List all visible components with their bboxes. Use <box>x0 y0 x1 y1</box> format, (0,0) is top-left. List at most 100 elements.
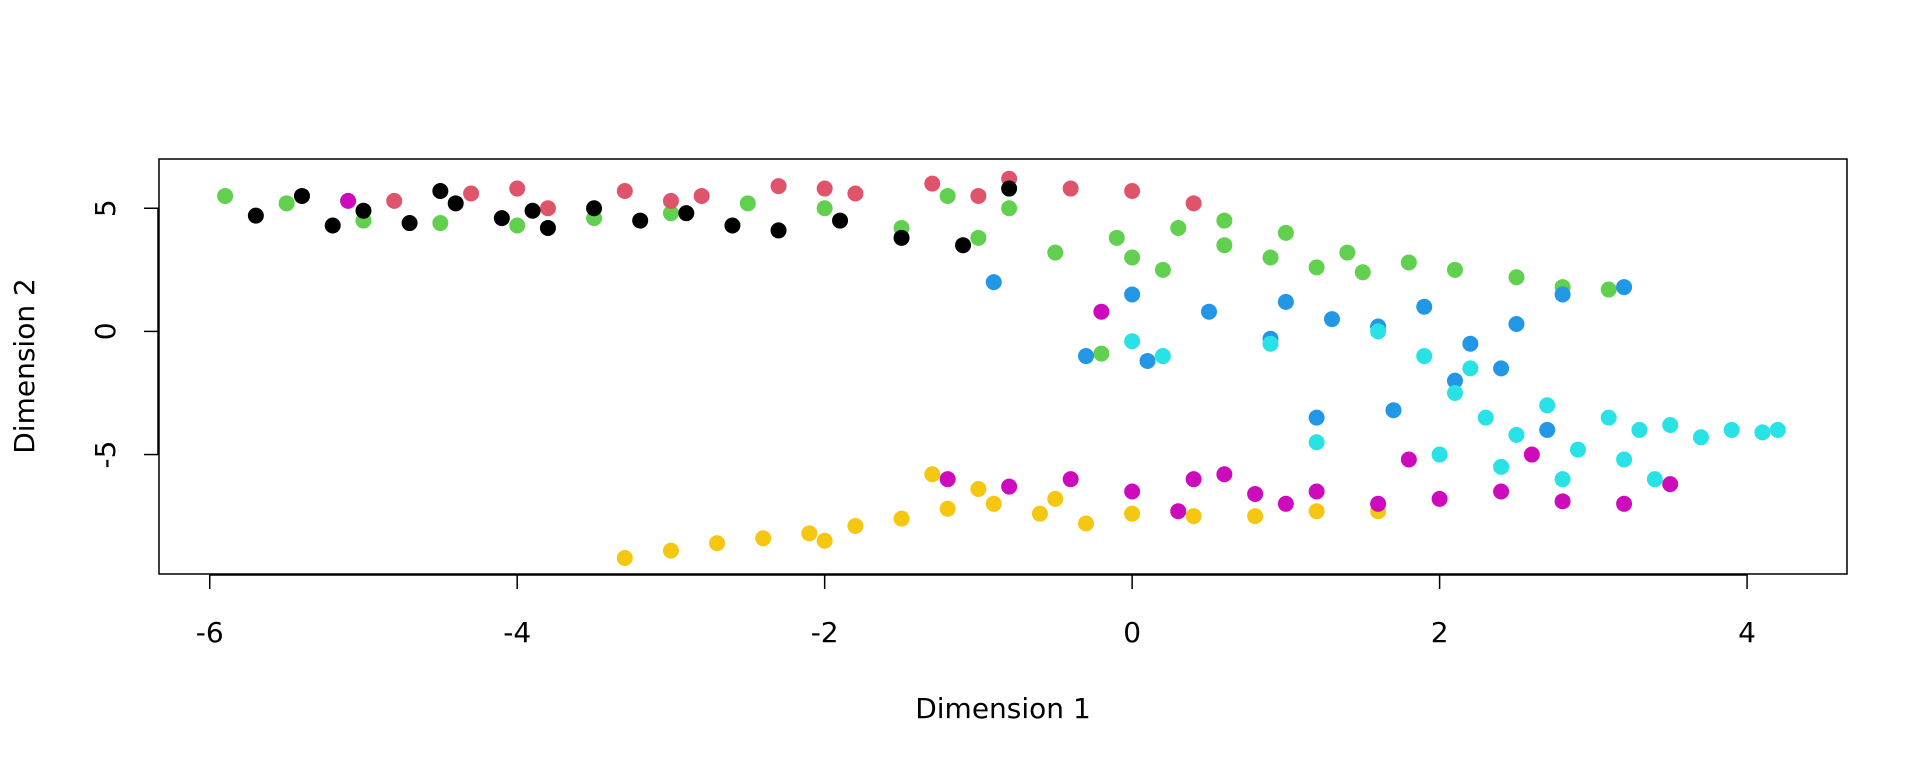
point <box>1370 323 1387 340</box>
point <box>1216 466 1233 483</box>
point <box>539 200 556 217</box>
point <box>1001 180 1018 197</box>
point <box>1247 485 1264 502</box>
x-tick-label: -2 <box>811 616 839 649</box>
point <box>616 549 633 566</box>
plot-frame <box>158 158 1848 575</box>
point <box>1646 471 1663 488</box>
point <box>278 195 295 212</box>
point <box>432 215 449 232</box>
point <box>1662 476 1679 493</box>
point <box>939 471 956 488</box>
point <box>1093 345 1110 362</box>
point <box>1078 515 1095 532</box>
point <box>678 205 695 222</box>
point <box>1431 446 1448 463</box>
point <box>1370 495 1387 512</box>
point <box>524 202 541 219</box>
point <box>1216 237 1233 254</box>
point <box>816 180 833 197</box>
point <box>1385 402 1402 419</box>
point <box>1400 451 1417 468</box>
point <box>1093 303 1110 320</box>
point <box>1216 212 1233 229</box>
point <box>847 517 864 534</box>
point <box>1462 335 1479 352</box>
x-tick-label: -4 <box>503 616 531 649</box>
point <box>1616 279 1633 296</box>
point <box>1047 490 1064 507</box>
y-tick-label: 0 <box>89 322 122 340</box>
point <box>1124 286 1141 303</box>
point <box>1339 244 1356 261</box>
point <box>1154 348 1171 365</box>
point <box>1446 384 1463 401</box>
point <box>1539 397 1556 414</box>
point <box>985 274 1002 291</box>
point <box>1277 495 1294 512</box>
point <box>724 217 741 234</box>
point <box>355 202 372 219</box>
point <box>1554 286 1571 303</box>
point <box>1462 360 1479 377</box>
point <box>1047 244 1064 261</box>
point <box>1262 249 1279 266</box>
point <box>1185 195 1202 212</box>
point <box>939 187 956 204</box>
point <box>1139 352 1156 369</box>
point <box>1308 503 1325 520</box>
point <box>1616 495 1633 512</box>
point <box>924 466 941 483</box>
point <box>1124 505 1141 522</box>
point <box>893 510 910 527</box>
point <box>1569 441 1586 458</box>
point <box>1277 293 1294 310</box>
point <box>1554 493 1571 510</box>
point <box>755 530 772 547</box>
point <box>970 187 987 204</box>
point <box>924 175 941 192</box>
point <box>386 192 403 209</box>
point <box>1446 261 1463 278</box>
point <box>832 212 849 229</box>
x-tick-label: -6 <box>196 616 224 649</box>
point <box>1001 478 1018 495</box>
point <box>816 200 833 217</box>
point <box>1493 458 1510 475</box>
point <box>1124 333 1141 350</box>
point <box>247 207 264 224</box>
point <box>1124 249 1141 266</box>
point <box>739 195 756 212</box>
point <box>1769 421 1786 438</box>
point <box>1400 254 1417 271</box>
point <box>616 183 633 200</box>
point <box>1508 316 1525 333</box>
point <box>970 229 987 246</box>
x-tick-label: 2 <box>1431 616 1449 649</box>
point <box>324 217 341 234</box>
point <box>1185 508 1202 525</box>
point <box>632 212 649 229</box>
point <box>1262 335 1279 352</box>
y-tick-label: -5 <box>89 441 122 469</box>
point <box>1446 372 1463 389</box>
point <box>1201 303 1218 320</box>
x-axis-label: Dimension 1 <box>915 692 1091 725</box>
point <box>1416 348 1433 365</box>
point <box>1031 505 1048 522</box>
point <box>1108 229 1125 246</box>
point <box>1124 183 1141 200</box>
point <box>1308 259 1325 276</box>
point <box>1308 434 1325 451</box>
point <box>1124 483 1141 500</box>
point <box>1170 503 1187 520</box>
point <box>801 525 818 542</box>
point <box>401 215 418 232</box>
point <box>709 535 726 552</box>
point <box>1247 508 1264 525</box>
point <box>1600 281 1617 298</box>
point <box>293 187 310 204</box>
point <box>539 219 556 236</box>
